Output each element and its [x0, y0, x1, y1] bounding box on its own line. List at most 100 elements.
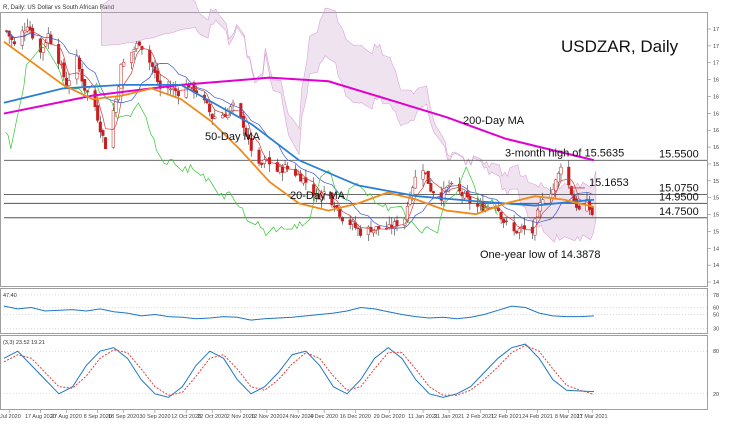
- candle: [577, 204, 581, 211]
- price-tick-label-10: 15: [713, 196, 719, 202]
- date-tick-label-5: 30 Sep 2020: [139, 414, 170, 420]
- candle: [330, 191, 334, 208]
- price-tick-label-4: 16: [713, 94, 719, 100]
- candle-body: [103, 137, 108, 150]
- candle-body: [499, 211, 503, 220]
- candle: [512, 214, 516, 236]
- candle-body: [293, 168, 298, 176]
- date-tick-label-12: 16 Dec 2020: [340, 414, 371, 420]
- candle-body: [148, 49, 152, 63]
- candle: [559, 163, 563, 182]
- candle-body: [577, 205, 581, 210]
- candle-body: [372, 229, 376, 234]
- candle-body: [569, 186, 573, 195]
- candle: [499, 211, 503, 225]
- date-tick-label-4: 18 Sep 2020: [108, 414, 139, 420]
- annotations: 3-month high of 15.5635 15.1653 One-year l…: [205, 115, 629, 261]
- candle-body: [296, 173, 300, 175]
- date-tick-label-14: 11 Jan 2021: [408, 414, 438, 420]
- candle-body: [541, 199, 545, 205]
- date-tick-label-6: 12 Oct 2020: [171, 414, 201, 420]
- price-tick-label-11: 15: [713, 213, 719, 219]
- candle-body: [278, 166, 282, 173]
- candle-body: [431, 191, 435, 194]
- candle-body: [135, 43, 139, 49]
- candle-body: [249, 138, 253, 151]
- candle-body: [38, 38, 42, 53]
- price-tick-label-12: 15: [713, 229, 719, 235]
- candle-body: [62, 62, 66, 78]
- candle: [554, 178, 558, 198]
- date-tick-label-2: 27 Aug 2020: [51, 414, 82, 420]
- candle-body: [572, 195, 576, 201]
- indicator-2-panel: (3,3) 23.52 19.21 80 20: [3, 340, 719, 398]
- candle: [504, 217, 508, 226]
- candle-body: [447, 185, 451, 187]
- candle-body: [517, 228, 521, 233]
- candle-body: [502, 218, 506, 224]
- candle-body: [424, 172, 428, 174]
- candle-body: [122, 61, 126, 67]
- candle-body: [28, 26, 32, 31]
- candle: [101, 128, 105, 143]
- candle: [116, 84, 121, 103]
- candle: [257, 147, 261, 167]
- series-1: [3, 83, 595, 207]
- candle-body: [239, 103, 243, 118]
- indicator-1-series-0: [3, 305, 595, 321]
- date-tick-label-18: 24 Feb 2021: [522, 414, 553, 420]
- candle: [244, 125, 248, 137]
- candle: [41, 47, 45, 61]
- candle-body: [228, 106, 232, 112]
- main-panel-frame: [0, 12, 708, 287]
- candle-body: [450, 182, 454, 185]
- date-tick-label-13: 29 Dec 2020: [374, 414, 405, 420]
- candle: [356, 223, 360, 237]
- annotation-1: 15.1653: [589, 177, 629, 189]
- candle: [572, 190, 576, 201]
- candle: [249, 137, 253, 157]
- candle-body: [332, 205, 337, 208]
- indicator-1-tick-0: 78: [713, 293, 719, 299]
- candle: [103, 136, 108, 150]
- candle-body: [395, 220, 399, 227]
- date-tick-label-17: 12 Feb 2021: [491, 414, 522, 420]
- date-tick-label-3: 8 Sep 2020: [84, 414, 112, 420]
- candle-body: [137, 41, 141, 46]
- indicator-2-tick-1: 20: [713, 392, 719, 398]
- candle: [122, 58, 126, 68]
- level-label-0: 15.5500: [659, 148, 699, 160]
- candle-body: [554, 179, 558, 191]
- candle: [23, 22, 27, 42]
- candle-body: [267, 157, 272, 165]
- price-tick-label-1: 17: [713, 44, 719, 50]
- date-tick-label-1: 17 Aug 2020: [25, 414, 56, 420]
- candle: [247, 127, 251, 145]
- annotation-0: 3-month high of 15.5635: [505, 147, 624, 159]
- candle-body: [176, 91, 180, 97]
- indicator-1-tick-2: 50: [713, 313, 719, 319]
- candle: [567, 160, 571, 188]
- price-tick-label-6: 16: [713, 128, 719, 134]
- candle-body: [408, 196, 412, 205]
- candle-body: [468, 195, 472, 204]
- candle: [67, 73, 71, 95]
- candle-body: [280, 166, 285, 173]
- candle-body: [262, 159, 266, 164]
- candle-body: [244, 127, 248, 136]
- candle-body: [231, 102, 235, 106]
- candle-body: [257, 149, 261, 164]
- price-tick-label-9: 15: [713, 179, 719, 185]
- candle: [12, 37, 16, 46]
- candle: [132, 46, 136, 60]
- candle: [299, 170, 303, 182]
- candle-body: [413, 176, 417, 189]
- candle-body: [359, 228, 363, 236]
- date-tick-label-9: 12 Nov 2020: [251, 414, 282, 420]
- candle-body: [476, 203, 480, 207]
- candle-body: [421, 170, 425, 180]
- series-2: [3, 41, 595, 216]
- chikou-line: [5, 42, 498, 237]
- candle-body: [590, 207, 594, 216]
